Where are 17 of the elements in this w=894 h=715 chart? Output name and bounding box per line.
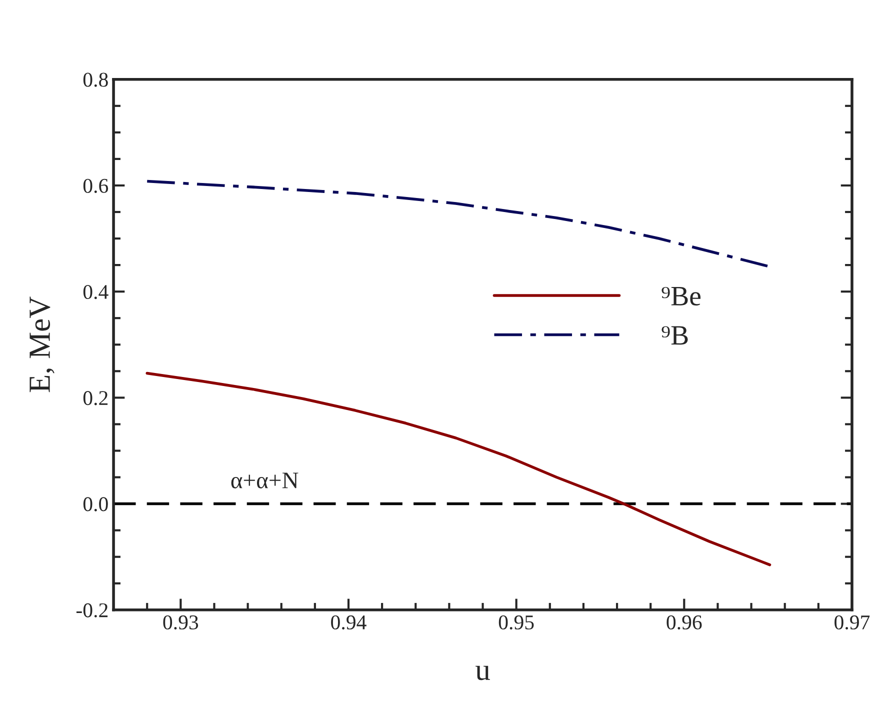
y-tick-label: 0.6	[83, 178, 108, 193]
y-axis-title: E, MeV	[30, 296, 54, 392]
x-axis-title: u	[476, 666, 490, 680]
x-tick-label: 0.96	[666, 615, 702, 630]
y-tick-label: 0.2	[83, 391, 108, 406]
legend-label: ⁹B	[662, 326, 688, 345]
x-tick-label: 0.95	[498, 615, 534, 630]
y-tick-label: 0.4	[83, 284, 108, 300]
ref-line-label: α+α+N	[231, 472, 298, 488]
y-tick-label: -0.2	[76, 603, 108, 618]
legend-label: ⁹Be	[662, 286, 700, 306]
line-series	[146, 372, 772, 566]
x-tick-label: 0.93	[163, 615, 198, 630]
x-tick-label: 0.97	[834, 615, 870, 630]
y-tick-label: 0.0	[83, 497, 108, 512]
y-tick-label: 0.8	[83, 72, 108, 87]
x-tick-label: 0.94	[331, 615, 366, 630]
